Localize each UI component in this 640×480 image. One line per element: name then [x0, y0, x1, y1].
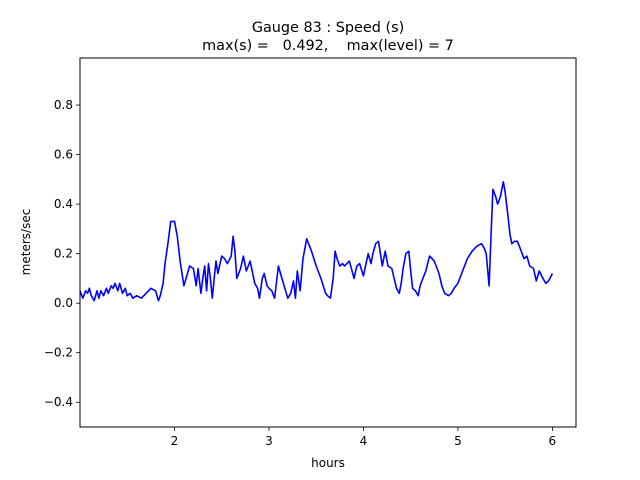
y-tick-label: −0.2 — [44, 346, 73, 360]
chart-title: Gauge 83 : Speed (s) — [252, 20, 404, 36]
x-tick-label: 6 — [549, 434, 557, 448]
y-axis-ticks: −0.4 −0.2 0.0 0.2 0.4 0.6 0.8 — [44, 98, 80, 409]
y-tick-label: 0.4 — [54, 197, 73, 211]
y-axis-label: meters/sec — [19, 209, 33, 276]
series-line-0 — [79, 181, 554, 302]
y-tick-label: 0.6 — [54, 148, 73, 162]
x-tick-label: 5 — [454, 434, 462, 448]
y-tick-label: 0.2 — [54, 247, 73, 261]
x-tick-label: 3 — [265, 434, 273, 448]
y-tick-label: −0.4 — [44, 395, 73, 409]
x-axis-ticks: 2 3 4 5 6 — [171, 427, 557, 448]
y-tick-label: 0.8 — [54, 98, 73, 112]
x-tick-label: 4 — [360, 434, 368, 448]
y-tick-label: 0.0 — [54, 296, 73, 310]
chart-subtitle: max(s) = 0.492, max(level) = 7 — [202, 38, 454, 54]
plot-area — [79, 181, 554, 302]
x-tick-label: 2 — [171, 434, 179, 448]
plot-frame — [79, 57, 577, 428]
x-axis-label: hours — [311, 456, 345, 470]
